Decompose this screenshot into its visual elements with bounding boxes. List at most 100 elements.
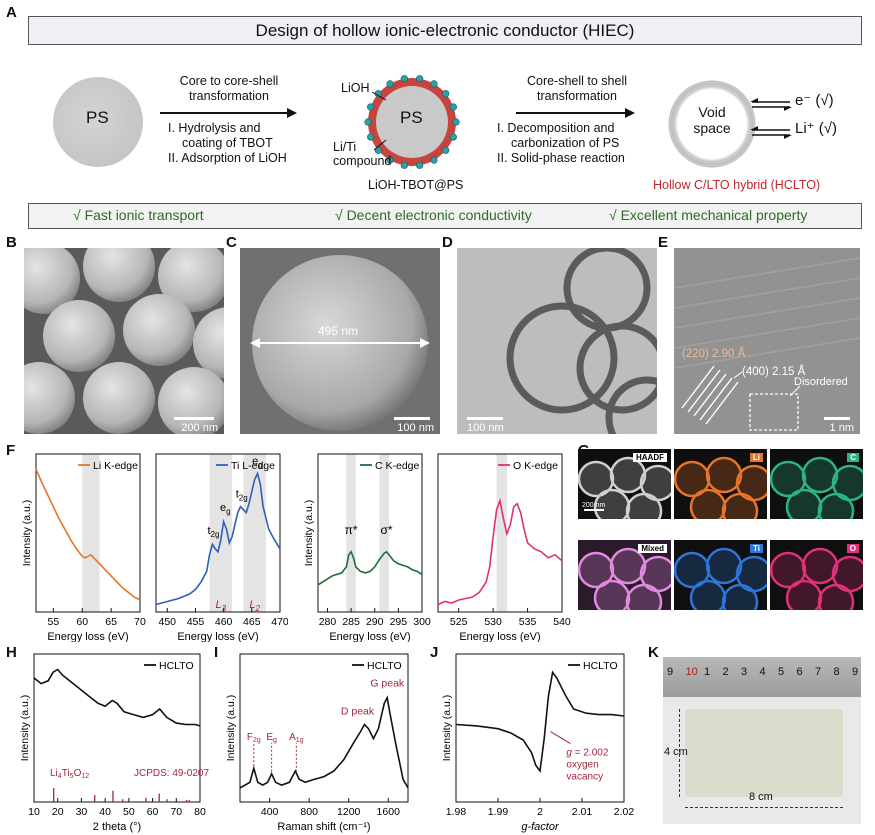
eds-map-li: Li bbox=[674, 449, 767, 519]
ruler-digit: 7 bbox=[815, 666, 822, 678]
eds-map-label: HAADF bbox=[633, 453, 667, 462]
map-ring bbox=[801, 547, 839, 585]
peak-label: Eg bbox=[266, 732, 277, 744]
x-tick-label: 10 bbox=[28, 806, 40, 818]
feature-1: √ Fast ionic transport bbox=[73, 207, 204, 223]
ps-label: PS bbox=[86, 108, 109, 127]
lattice-220-label: (220) 2.90 Å bbox=[682, 348, 746, 360]
x-tick-label: 285 bbox=[342, 616, 360, 628]
map-ring bbox=[625, 583, 663, 610]
x-tick-label: 1600 bbox=[377, 806, 401, 818]
x-tick-label: 80 bbox=[194, 806, 206, 818]
legend-label: O K-edge bbox=[513, 460, 558, 472]
lioh-dot bbox=[386, 80, 394, 88]
x-tick-label: 1.98 bbox=[446, 806, 467, 818]
sem-image-b: 200 nm bbox=[24, 248, 224, 434]
scale-bar-e bbox=[824, 417, 850, 420]
ruler-digit: 4 bbox=[759, 666, 766, 678]
x-tick-label: 535 bbox=[519, 616, 537, 628]
step2-item-1b: carbonization of PS bbox=[511, 136, 620, 150]
eds-map-label: Ti bbox=[750, 544, 763, 553]
step1-item-2: II. Adsorption of LiOH bbox=[168, 151, 287, 165]
width-dim-line bbox=[685, 807, 843, 808]
step1-title-line1: Core to core-shell bbox=[179, 74, 279, 88]
li-ion-label: Li⁺ (√) bbox=[795, 120, 837, 137]
x-tick-label: 400 bbox=[261, 806, 279, 818]
scale-bar-d bbox=[467, 417, 503, 420]
scale-bar-b bbox=[174, 417, 214, 420]
peak-label: σ* bbox=[381, 523, 393, 537]
x-tick-label: 60 bbox=[76, 616, 88, 628]
lioh-dot bbox=[367, 103, 375, 111]
lioh-dot bbox=[367, 133, 375, 141]
x-tick-label: 280 bbox=[319, 616, 337, 628]
lioh-dot bbox=[416, 75, 424, 83]
step1-title-line2: transformation bbox=[189, 89, 269, 103]
annotation-arrow bbox=[550, 731, 571, 744]
chart-epr: 1.98 1.99 2 2.01 2.02 g-factor Intensity (a.u.… bbox=[441, 653, 634, 833]
map-rings bbox=[770, 547, 863, 610]
x-tick-label: 1.99 bbox=[488, 806, 509, 818]
lioh-dot bbox=[452, 118, 460, 126]
sem-spheres-b bbox=[24, 248, 224, 434]
data-line bbox=[455, 670, 625, 774]
x-tick-label: 20 bbox=[52, 806, 64, 818]
plot-frame bbox=[155, 453, 281, 613]
ruler-digit: 5 bbox=[778, 666, 785, 678]
step2-item-1: I. Decomposition and bbox=[497, 121, 615, 135]
highlight-band bbox=[209, 454, 233, 612]
legend-label: C K-edge bbox=[375, 460, 420, 472]
map-ring bbox=[721, 492, 759, 519]
map-rings bbox=[578, 547, 671, 610]
annotation-text: vacancy bbox=[566, 772, 603, 783]
data-line bbox=[239, 695, 409, 789]
peak-label: eg bbox=[252, 456, 263, 470]
edge-label: L2 bbox=[249, 599, 260, 613]
map-ring bbox=[593, 579, 631, 610]
x-tick-label: 530 bbox=[484, 616, 502, 628]
annotation-text: oxygen bbox=[566, 760, 598, 771]
hrtem-image-e: (220) 2.90 Å (400) 2.15 Å Disordered 1 n… bbox=[674, 248, 860, 434]
map-ring bbox=[770, 551, 807, 589]
annotation-text: g = 2.002 bbox=[566, 748, 608, 759]
x-axis-label: 2 theta (°) bbox=[93, 821, 141, 833]
y-axis-label: Intensity (a.u.) bbox=[303, 500, 315, 567]
panel-a-title: Design of hollow ionic-electronic conduc… bbox=[28, 16, 862, 45]
y-axis-label: Intensity (a.u.) bbox=[21, 500, 33, 567]
lioh-label: LiOH bbox=[341, 81, 370, 95]
eds-map-label: O bbox=[846, 544, 859, 553]
x-tick-label: 55 bbox=[47, 616, 59, 628]
reference-card: JCPDS: 49-0207 bbox=[134, 768, 209, 779]
x-tick-label: 70 bbox=[134, 616, 146, 628]
data-line bbox=[437, 497, 563, 606]
ps-sphere bbox=[53, 77, 143, 167]
ruler-digit: 2 bbox=[722, 666, 729, 678]
scheme-diagram bbox=[53, 75, 792, 169]
chart-ti-l-edge: 450 455 460 465 470 Energy loss (eV) Ti L-edge… bbox=[155, 453, 288, 642]
reference-label: Li4Ti5O12 bbox=[50, 768, 89, 780]
highlight-band bbox=[82, 454, 100, 612]
height-label: 4 cm bbox=[664, 746, 688, 758]
peak-label: A1g bbox=[289, 732, 304, 744]
panel-e-label: E bbox=[658, 234, 669, 251]
intermediate-name: LiOH-TBOT@PS bbox=[368, 178, 464, 192]
chart-li-k-edge: 55 60 65 70 Energy loss (eV) Intensity (a.u.)… bbox=[21, 453, 146, 642]
x-tick-label: 2.01 bbox=[572, 806, 593, 818]
map-ring bbox=[609, 456, 647, 494]
map-ring bbox=[817, 583, 855, 610]
x-tick-label: 1200 bbox=[337, 806, 361, 818]
plot-frame bbox=[317, 453, 423, 613]
y-axis-label: Intensity (a.u.) bbox=[441, 695, 453, 762]
eds-map-haadf: HAADF 200 nm bbox=[578, 449, 671, 519]
map-ring bbox=[674, 551, 711, 589]
step1-item-1b: coating of TBOT bbox=[182, 136, 273, 150]
lioh-dot bbox=[416, 161, 424, 169]
x-tick-label: 65 bbox=[105, 616, 117, 628]
void-label-1: Void bbox=[698, 104, 726, 120]
feature-2: √ Decent electronic conductivity bbox=[335, 207, 532, 223]
map-ring bbox=[801, 456, 839, 494]
map-ring bbox=[785, 488, 823, 519]
x-axis-label: Energy loss (eV) bbox=[177, 631, 258, 642]
x-axis-label: g-factor bbox=[521, 821, 560, 833]
